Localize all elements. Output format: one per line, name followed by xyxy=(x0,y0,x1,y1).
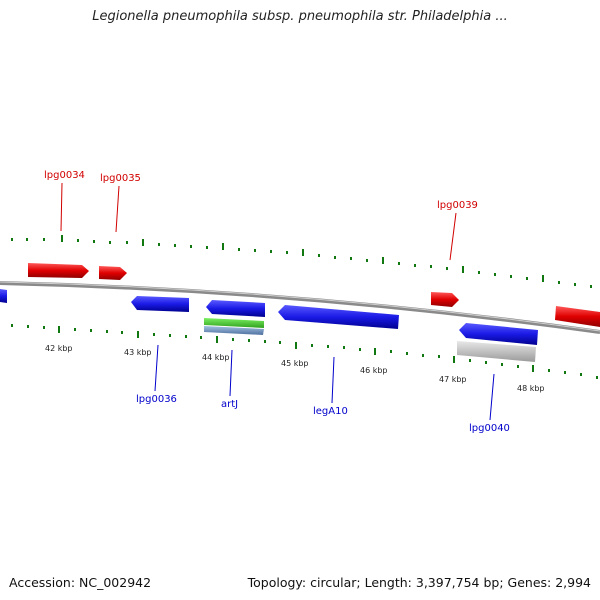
forward-leader-lines xyxy=(60,182,457,261)
scale-label-48kbp: 48 kbp xyxy=(517,384,545,393)
forward-genes xyxy=(28,263,600,327)
grey-feature-bar[interactable] xyxy=(457,341,536,362)
reverse-genes xyxy=(0,289,538,345)
gene-label-artJ[interactable]: artJ xyxy=(221,399,238,410)
gene-label-lpg0036[interactable]: lpg0036 xyxy=(136,394,177,405)
gene-lpg0036-arrow[interactable] xyxy=(131,296,189,312)
rna-features xyxy=(204,318,536,362)
gene-offscreen-right-arrow[interactable] xyxy=(555,306,600,327)
map-title: Legionella pneumophila subsp. pneumophil… xyxy=(92,9,508,24)
upper-tick-ring xyxy=(11,235,592,288)
genome-backbone xyxy=(0,281,600,334)
gene-legA10-arrow[interactable] xyxy=(278,305,399,329)
scale-label-45kbp: 45 kbp xyxy=(281,359,309,368)
rna-steel-bar[interactable] xyxy=(204,326,264,335)
gene-label-legA10[interactable]: legA10 xyxy=(313,406,348,417)
accession-text: Accession: NC_002942 xyxy=(9,575,152,590)
gene-lpg0034-arrow[interactable] xyxy=(28,263,89,278)
genome-summary-text: Topology: circular; Length: 3,397,754 bp… xyxy=(247,575,591,590)
gene-label-lpg0034[interactable]: lpg0034 xyxy=(44,170,85,181)
gene-label-lpg0035[interactable]: lpg0035 xyxy=(100,173,141,184)
scale-label-47kbp: 47 kbp xyxy=(439,375,467,384)
rna-green-bar[interactable] xyxy=(204,318,264,328)
gene-artJ-arrow[interactable] xyxy=(206,300,265,317)
reverse-leader-lines xyxy=(154,344,495,421)
gene-lpg0035-arrow[interactable] xyxy=(99,266,127,280)
gene-lpg0040-arrow[interactable] xyxy=(459,323,538,345)
scale-label-44kbp: 44 kbp xyxy=(202,353,230,362)
lower-tick-ring xyxy=(11,324,598,379)
scale-label-46kbp: 46 kbp xyxy=(360,366,388,375)
gene-offscreen-left-arrow[interactable] xyxy=(0,289,7,303)
gene-label-lpg0039[interactable]: lpg0039 xyxy=(437,200,478,211)
gene-label-lpg0040[interactable]: lpg0040 xyxy=(469,423,510,434)
scale-label-43kbp: 43 kbp xyxy=(124,348,152,357)
gene-lpg0039-arrow[interactable] xyxy=(431,292,459,307)
scale-label-42kbp: 42 kbp xyxy=(45,344,73,353)
